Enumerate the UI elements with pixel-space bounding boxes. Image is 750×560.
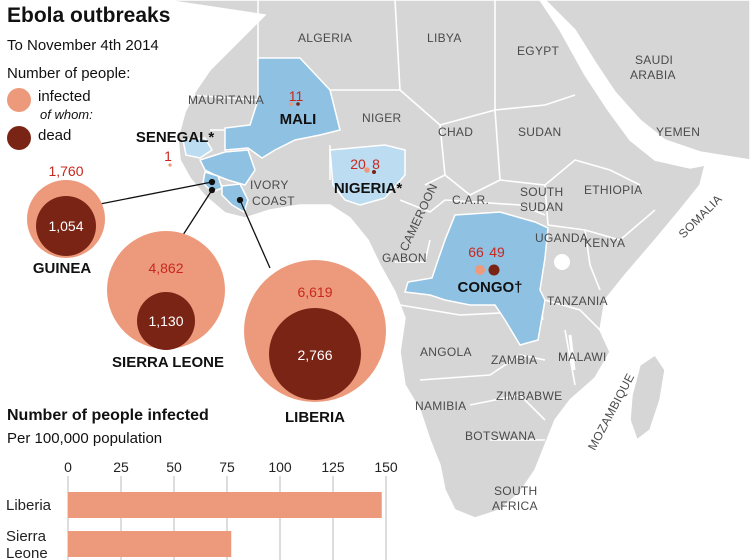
nigeria-shape [329,144,406,206]
label-ethiopia: ETHIOPIA [584,183,642,197]
liberia-dead-value: 2,766 [297,347,332,363]
liberia-marker: 6,619 2,766 LIBERIA [244,260,386,426]
label-south-africa-2: AFRICA [492,499,538,513]
category-label: Liberia [6,497,52,514]
label-car: C.A.R. [452,193,489,207]
label-niger: NIGER [362,111,402,125]
tick-label: 50 [166,459,182,475]
legend-of-whom: of whom: [40,107,93,122]
mali-marker: 11 MALI [280,88,317,128]
senegal-shape [182,137,214,159]
category-label: Leone [6,545,48,560]
label-mauritania: MAURITANIA [188,93,264,107]
senegal-marker: SENEGAL* 1 [136,129,215,167]
tick-label: 75 [219,459,235,475]
senegal-label: SENEGAL* [136,129,215,146]
legend-dead-swatch [7,126,31,150]
label-gabon: GABON [382,251,427,265]
congo-label: CONGO† [457,279,522,296]
label-zimbabwe: ZIMBABWE [496,389,562,403]
bar-chart-title: Number of people infected [7,407,209,424]
bar-chart-subtitle: Per 100,000 population [7,430,163,447]
legend-infected-label: infected [38,88,91,105]
chart-subtitle: To November 4th 2014 [7,37,159,54]
label-zambia: ZAMBIA [491,353,537,367]
guinea-label: GUINEA [33,260,92,277]
congo-dead-value: 49 [489,244,505,260]
tick-label: 125 [321,459,345,475]
liberia-infected-value: 6,619 [297,284,332,300]
nigeria-marker: 20 8 NIGERIA* [334,156,403,197]
senegal-infected-value: 1 [164,148,172,164]
bar-sierra-leone [68,531,232,557]
nigeria-label: NIGERIA* [334,180,403,197]
sierra-leone-marker: 4,862 1,130 LIBERIA SIERRA LEONE [107,231,225,371]
label-mozambique: MOZAMBIQUE [585,371,637,453]
nigeria-dead-value: 8 [372,156,380,172]
guinea-dead-value: 1,054 [48,218,83,234]
label-south-africa-1: SOUTH [494,484,538,498]
chart-title: Ebola outbreaks [7,4,171,27]
mali-infected-value: 11 [289,88,304,104]
guinea-marker: 1,760 1,054 GUINEA [27,163,105,277]
guinea-leader-line [94,181,213,206]
label-saudi-1: SAUDI [635,53,673,67]
legend-dead-label: dead [38,127,72,144]
label-yemen: YEMEN [656,125,700,139]
sierra-leone-label-text: SIERRA LEONE [112,354,224,371]
label-chad: CHAD [438,125,473,139]
label-sudan: SUDAN [518,125,562,139]
label-malawi: MALAWI [558,350,607,364]
legend-title: Number of people: [7,65,131,82]
drc-shape [404,211,549,346]
leader-lines [94,178,271,269]
label-south-sudan-1: SOUTH [520,185,564,199]
mali-label: MALI [280,111,317,128]
sierra-leone-leader-line [182,189,213,236]
label-egypt: EGYPT [517,44,560,58]
tick-label: 150 [374,459,398,475]
label-kenya: KENYA [584,236,625,250]
liberia-leader-line [239,199,271,269]
legend-infected-swatch [7,88,31,112]
label-south-sudan-2: SUDAN [520,200,564,214]
country-borders [189,0,656,441]
arabia-landmass [543,0,750,161]
label-uganda: UGANDA [535,231,588,245]
lake-malawi [568,334,576,371]
tick-label: 25 [113,459,129,475]
label-algeria: ALGERIA [298,31,352,45]
madagascar-landmass [629,353,666,442]
bar-liberia [68,492,382,518]
congo-infected-value: 66 [468,244,484,260]
label-saudi-2: ARABIA [630,68,676,82]
guinea-infected-value: 1,760 [48,163,83,179]
nigeria-infected-value: 20 [350,156,366,172]
congo-marker: 66 49 CONGO† [457,244,522,296]
label-botswana: BOTSWANA [465,429,536,443]
sierra-leone-dead-value: 1,130 [148,313,183,329]
category-label: Sierra [6,528,47,545]
label-libya: LIBYA [427,31,462,45]
guinea-shape [198,149,256,186]
label-ivory-1: IVORY [250,178,289,192]
lake-victoria [554,254,570,270]
tick-label: 0 [64,459,72,475]
label-tanzania: TANZANIA [547,294,608,308]
mali-shape [224,57,341,159]
label-angola: ANGOLA [420,345,472,359]
sierra-leone-infected-value: 4,862 [148,260,183,276]
tick-label: 100 [268,459,292,475]
liberia-label: LIBERIA [285,409,345,426]
label-namibia: NAMIBIA [415,399,466,413]
label-ivory-2: COAST [252,194,295,208]
